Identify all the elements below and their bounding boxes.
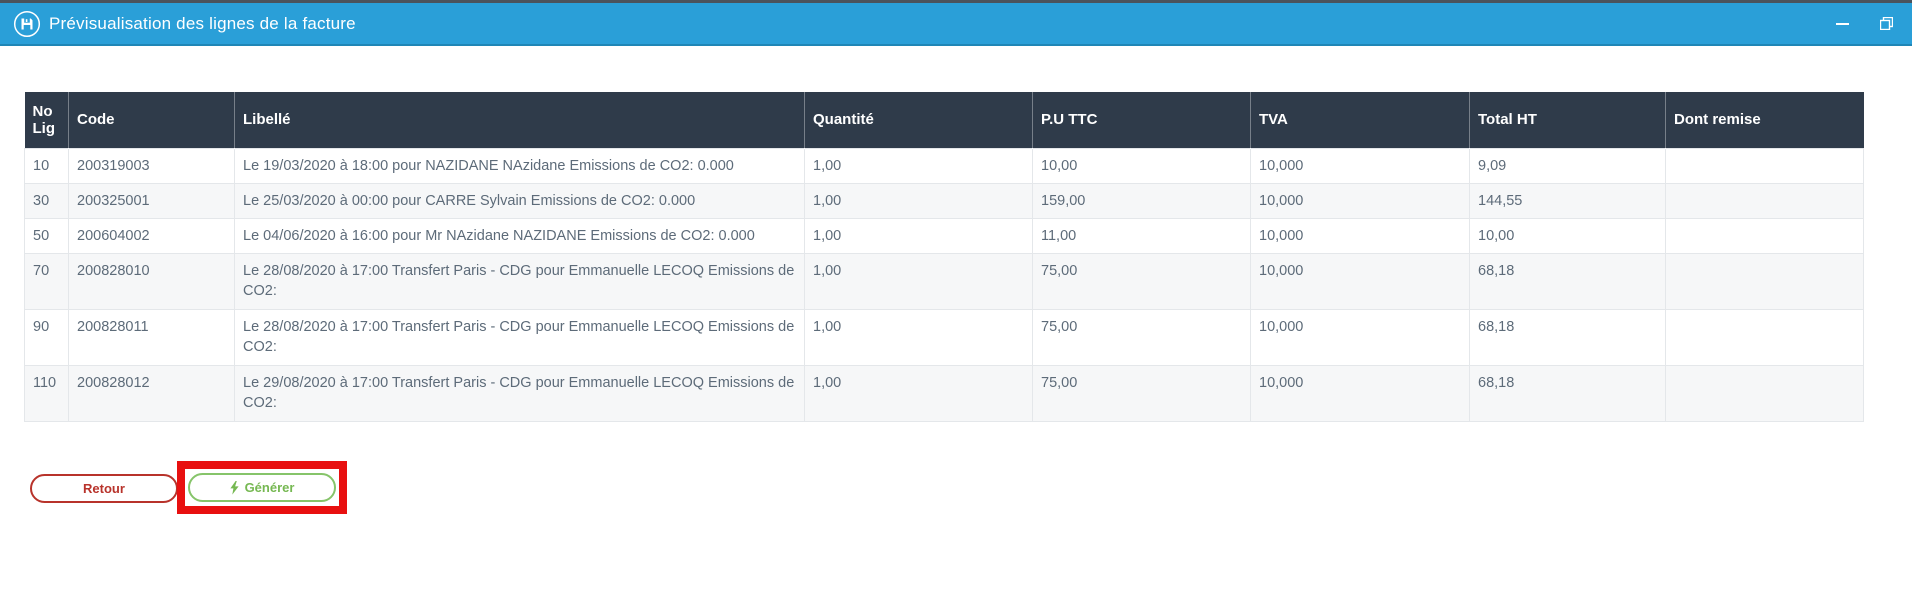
cell-code: 200828012 [68, 364, 235, 422]
cell-libelle: Le 04/06/2020 à 16:00 pour Mr NAzidane N… [234, 217, 805, 254]
cell-libelle: Le 28/08/2020 à 17:00 Transfert Paris - … [234, 308, 805, 366]
cell-no-lig: 110 [24, 364, 69, 422]
cell-dont-remise [1665, 182, 1864, 219]
cell-quantite: 1,00 [804, 252, 1033, 310]
cell-code: 200604002 [68, 217, 235, 254]
retour-button[interactable]: Retour [30, 474, 178, 503]
cell-pu-ttc: 11,00 [1032, 217, 1251, 254]
cell-libelle: Le 28/08/2020 à 17:00 Transfert Paris - … [234, 252, 805, 310]
restore-icon [1879, 17, 1893, 30]
table-header-row: No Lig Code Libellé Quantité P.U TTC TVA… [24, 92, 1864, 148]
invoice-lines-tbody: 10 200319003 Le 19/03/2020 à 18:00 pour … [24, 147, 1864, 422]
cell-quantite: 1,00 [804, 364, 1033, 422]
cell-total-ht: 68,18 [1469, 308, 1666, 366]
cell-dont-remise [1665, 252, 1864, 310]
cell-tva: 10,000 [1250, 364, 1470, 422]
cell-code: 200325001 [68, 182, 235, 219]
column-header-code: Code [68, 92, 235, 148]
column-header-quantite: Quantité [804, 92, 1033, 148]
cell-dont-remise [1665, 364, 1864, 422]
cell-quantite: 1,00 [804, 217, 1033, 254]
generer-button[interactable]: Générer [188, 473, 336, 502]
table-row: 110 200828012 Le 29/08/2020 à 17:00 Tran… [24, 364, 1864, 422]
minimize-button[interactable] [1832, 14, 1852, 34]
cell-no-lig: 70 [24, 252, 69, 310]
table-row: 50 200604002 Le 04/06/2020 à 16:00 pour … [24, 217, 1864, 254]
cell-dont-remise [1665, 217, 1864, 254]
cell-quantite: 1,00 [804, 308, 1033, 366]
cell-tva: 10,000 [1250, 308, 1470, 366]
cell-tva: 10,000 [1250, 147, 1470, 184]
cell-no-lig: 10 [24, 147, 69, 184]
cell-pu-ttc: 75,00 [1032, 252, 1251, 310]
generer-button-label: Générer [244, 480, 295, 495]
cell-no-lig: 50 [24, 217, 69, 254]
cell-quantite: 1,00 [804, 182, 1033, 219]
cell-libelle: Le 29/08/2020 à 17:00 Transfert Paris - … [234, 364, 805, 422]
table-row: 90 200828011 Le 28/08/2020 à 17:00 Trans… [24, 308, 1864, 366]
cell-libelle: Le 19/03/2020 à 18:00 pour NAZIDANE NAzi… [234, 147, 805, 184]
cell-no-lig: 90 [24, 308, 69, 366]
cell-total-ht: 68,18 [1469, 364, 1666, 422]
cell-pu-ttc: 159,00 [1032, 182, 1251, 219]
window-top-edge [0, 0, 1912, 3]
cell-dont-remise [1665, 147, 1864, 184]
highlight-rectangle: Générer [177, 461, 347, 514]
cell-no-lig: 30 [24, 182, 69, 219]
table-row: 30 200325001 Le 25/03/2020 à 00:00 pour … [24, 182, 1864, 219]
cell-code: 200828010 [68, 252, 235, 310]
restore-button[interactable] [1876, 14, 1896, 34]
cell-pu-ttc: 10,00 [1032, 147, 1251, 184]
column-header-dont-remise: Dont remise [1665, 92, 1864, 148]
column-header-no-lig: No Lig [24, 92, 69, 148]
cell-total-ht: 9,09 [1469, 147, 1666, 184]
cell-quantite: 1,00 [804, 147, 1033, 184]
column-header-libelle: Libellé [234, 92, 805, 148]
cell-pu-ttc: 75,00 [1032, 308, 1251, 366]
cell-tva: 10,000 [1250, 182, 1470, 219]
column-header-pu-ttc: P.U TTC [1032, 92, 1251, 148]
column-header-tva: TVA [1250, 92, 1470, 148]
lightning-bolt-icon [229, 480, 239, 495]
cell-tva: 10,000 [1250, 217, 1470, 254]
cell-code: 200828011 [68, 308, 235, 366]
titlebar: Prévisualisation des lignes de la factur… [0, 3, 1912, 46]
table-row: 10 200319003 Le 19/03/2020 à 18:00 pour … [24, 147, 1864, 184]
cell-libelle: Le 25/03/2020 à 00:00 pour CARRE Sylvain… [234, 182, 805, 219]
cell-tva: 10,000 [1250, 252, 1470, 310]
cell-dont-remise [1665, 308, 1864, 366]
cell-total-ht: 68,18 [1469, 252, 1666, 310]
cell-pu-ttc: 75,00 [1032, 364, 1251, 422]
table-row: 70 200828010 Le 28/08/2020 à 17:00 Trans… [24, 252, 1864, 310]
retour-button-label: Retour [83, 481, 125, 496]
cell-total-ht: 10,00 [1469, 217, 1666, 254]
page-title: Prévisualisation des lignes de la factur… [49, 13, 356, 33]
minimize-icon [1835, 22, 1849, 25]
cell-total-ht: 144,55 [1469, 182, 1666, 219]
cell-code: 200319003 [68, 147, 235, 184]
save-icon [13, 10, 41, 38]
column-header-total-ht: Total HT [1469, 92, 1666, 148]
invoice-lines-table: No Lig Code Libellé Quantité P.U TTC TVA… [24, 92, 1864, 422]
window-controls [1832, 14, 1912, 34]
